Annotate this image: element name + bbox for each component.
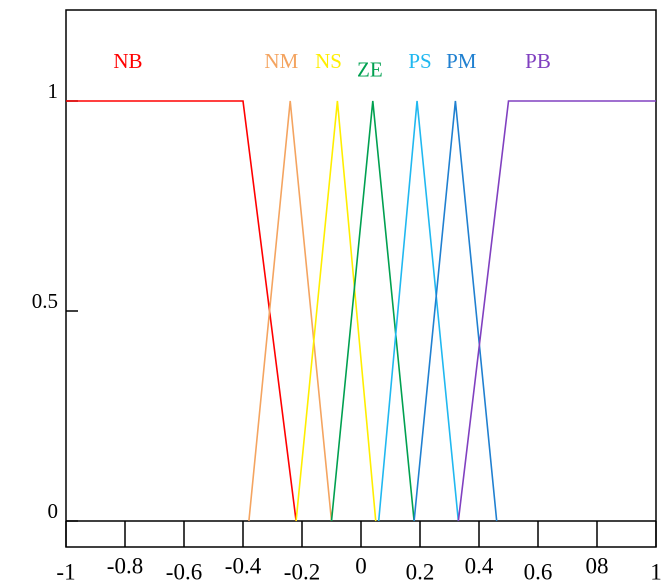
x-tick-label: -0.6 [166,559,202,584]
y-tick-label: 0.5 [32,289,58,313]
membership-line [377,100,460,522]
series-label: NS [315,49,342,73]
series-label: PB [525,49,551,73]
x-tick-label: 1 [650,559,662,584]
y-tick-label: 0 [48,499,59,523]
x-tick-label: -0.8 [107,553,143,578]
x-tick-label: 08 [586,553,609,578]
x-tick-label: 0.2 [406,559,435,584]
membership-line [66,100,297,522]
series-label: NB [113,49,142,73]
x-tick-label: 0 [355,553,367,578]
x-tick-label: 0.6 [524,559,553,584]
x-tick-label: -1 [56,559,75,584]
y-tick-label: 1 [48,79,59,103]
membership-line [457,100,656,522]
membership-line [413,100,498,522]
series-label: ZE [357,57,383,81]
series-label: PM [446,49,477,73]
x-tick-label: 0.4 [465,553,494,578]
plot-frame [65,9,657,548]
series-label: NM [264,49,298,73]
x-tick-label: -0.2 [284,559,320,584]
membership-line [330,100,415,522]
x-tick-label: -0.4 [225,553,262,578]
membership-line [248,100,333,522]
series-label: PS [408,49,431,73]
membership-line [295,100,377,522]
